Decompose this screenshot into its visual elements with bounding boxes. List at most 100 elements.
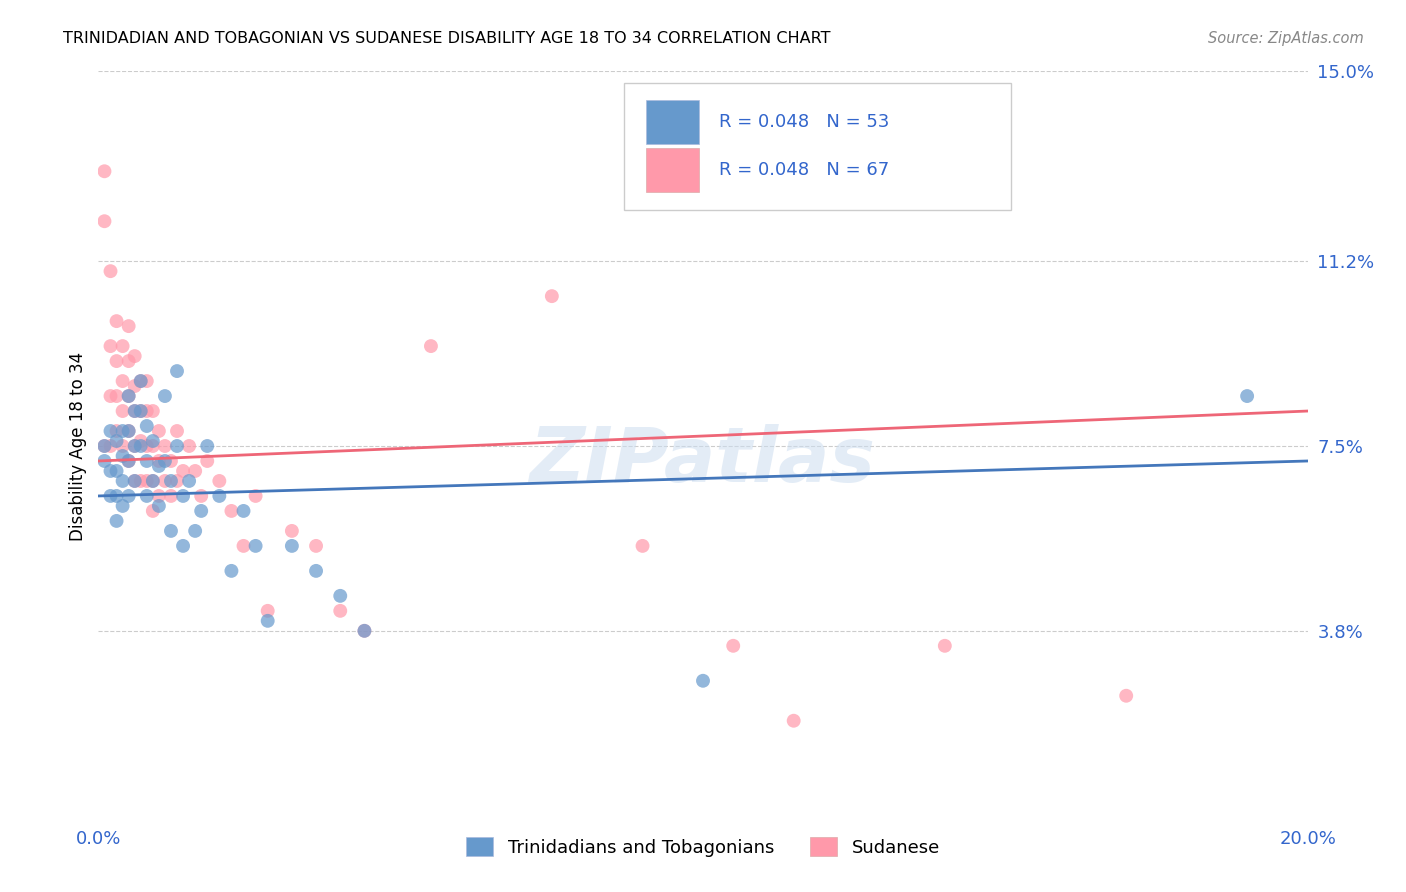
Point <box>124 349 146 363</box>
Point <box>245 539 267 553</box>
Point <box>160 489 183 503</box>
Point <box>153 439 176 453</box>
Point <box>118 454 141 468</box>
Point <box>221 564 243 578</box>
Point <box>329 604 352 618</box>
FancyBboxPatch shape <box>647 100 699 145</box>
Point <box>166 474 188 488</box>
Point <box>124 474 146 488</box>
Point <box>129 474 152 488</box>
Point <box>118 489 141 503</box>
Point <box>232 539 254 553</box>
Point <box>118 454 141 468</box>
Point <box>135 374 157 388</box>
Point <box>129 434 152 448</box>
Point <box>142 474 165 488</box>
Point <box>420 339 443 353</box>
Point <box>100 464 122 478</box>
Point <box>124 439 146 453</box>
Point <box>166 439 188 453</box>
Point <box>93 439 115 453</box>
Point <box>256 614 278 628</box>
Point <box>142 404 165 418</box>
Point <box>118 319 141 334</box>
Point <box>93 439 115 453</box>
Point <box>281 539 304 553</box>
Point <box>93 214 115 228</box>
Point <box>142 439 165 453</box>
Text: R = 0.048   N = 67: R = 0.048 N = 67 <box>718 161 889 179</box>
Point <box>329 589 352 603</box>
Point <box>105 434 128 448</box>
Point <box>129 374 152 388</box>
Point <box>148 458 170 473</box>
Point <box>100 424 122 438</box>
Point <box>129 439 152 453</box>
Point <box>135 419 157 434</box>
Point <box>111 474 134 488</box>
Point <box>124 379 146 393</box>
Point <box>195 439 218 453</box>
Point <box>172 464 194 478</box>
Point <box>142 474 165 488</box>
Point <box>232 504 254 518</box>
Point <box>195 454 218 468</box>
Point <box>105 464 128 478</box>
Point <box>723 639 745 653</box>
Point <box>166 364 188 378</box>
Point <box>124 474 146 488</box>
Point <box>153 389 176 403</box>
Point <box>208 489 231 503</box>
Point <box>179 439 201 453</box>
Legend: Trinidadians and Tobagonians, Sudanese: Trinidadians and Tobagonians, Sudanese <box>458 830 948 864</box>
Point <box>124 404 146 418</box>
Point <box>184 524 207 538</box>
Point <box>111 439 134 453</box>
Point <box>160 524 183 538</box>
Text: R = 0.048   N = 53: R = 0.048 N = 53 <box>718 113 889 131</box>
Point <box>1236 389 1258 403</box>
Point <box>142 504 165 518</box>
Point <box>934 639 956 653</box>
Point <box>353 624 375 638</box>
Point <box>100 439 122 453</box>
Point <box>105 424 128 438</box>
Point <box>118 389 141 403</box>
Point <box>1115 689 1137 703</box>
Point <box>100 489 122 503</box>
Point <box>105 354 128 368</box>
Point <box>118 354 141 368</box>
Text: Source: ZipAtlas.com: Source: ZipAtlas.com <box>1208 31 1364 46</box>
Point <box>129 404 152 418</box>
Point <box>111 424 134 438</box>
Point <box>93 164 115 178</box>
Point <box>111 339 134 353</box>
Point <box>93 454 115 468</box>
Point <box>148 499 170 513</box>
Point <box>153 454 176 468</box>
Point <box>305 539 328 553</box>
Text: ZIPatlas: ZIPatlas <box>530 424 876 498</box>
Point <box>153 474 176 488</box>
Point <box>160 454 183 468</box>
Point <box>135 489 157 503</box>
Point <box>135 454 157 468</box>
Point <box>142 434 165 448</box>
Point <box>305 564 328 578</box>
Point <box>221 504 243 518</box>
Point <box>208 474 231 488</box>
Point <box>245 489 267 503</box>
Point <box>118 424 141 438</box>
Point <box>540 289 562 303</box>
FancyBboxPatch shape <box>624 83 1011 210</box>
Point <box>692 673 714 688</box>
Point <box>160 474 183 488</box>
Point <box>783 714 806 728</box>
Point <box>100 389 122 403</box>
Y-axis label: Disability Age 18 to 34: Disability Age 18 to 34 <box>69 351 87 541</box>
Point <box>148 489 170 503</box>
Point <box>105 389 128 403</box>
Point <box>631 539 654 553</box>
Point <box>111 449 134 463</box>
Point <box>281 524 304 538</box>
